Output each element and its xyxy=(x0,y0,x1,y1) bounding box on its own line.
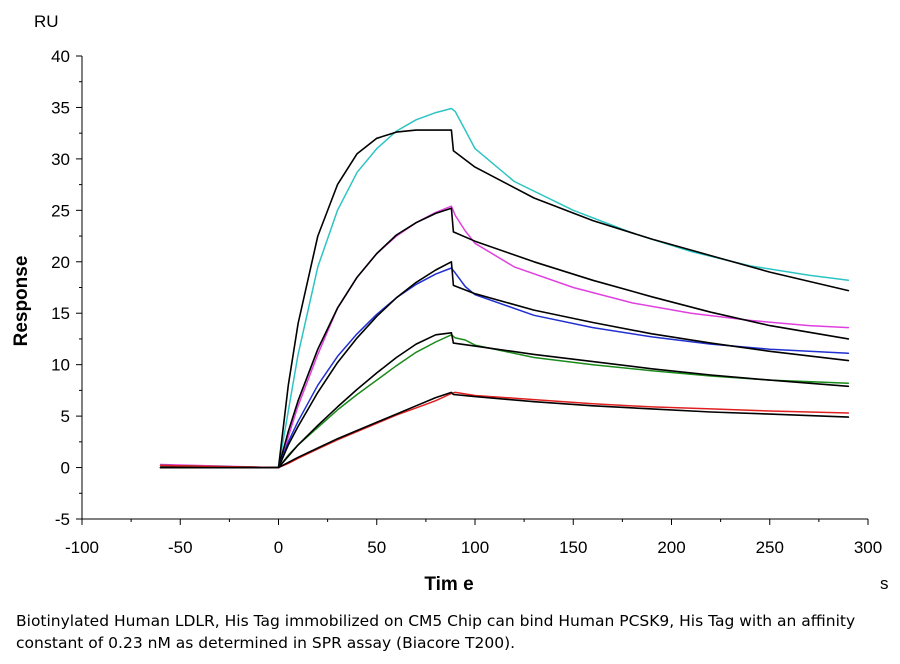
y-tick-label: -5 xyxy=(55,510,70,529)
x-tick-label: 0 xyxy=(274,538,283,557)
fit-curve-line xyxy=(159,331,850,469)
x-tick-label: 300 xyxy=(854,538,882,557)
y-unit-label: RU xyxy=(34,12,59,31)
x-tick-label: -50 xyxy=(168,538,193,557)
series-group xyxy=(159,107,850,469)
y-tick-label: 0 xyxy=(61,459,70,478)
fit-curve-line xyxy=(159,391,850,469)
fit-curve-line xyxy=(159,129,850,469)
tick-marks xyxy=(76,55,869,525)
y-tick-label: 15 xyxy=(51,304,70,323)
x-tick-label: 50 xyxy=(367,538,386,557)
y-tick-label: 40 xyxy=(51,47,70,66)
x-axis-title: Tim e xyxy=(424,574,473,595)
x-tick-label: 150 xyxy=(559,538,587,557)
response-curve-line xyxy=(159,334,850,469)
x-unit-label: s xyxy=(880,574,889,593)
y-tick-label: 5 xyxy=(61,407,70,426)
figure-caption: Biotinylated Human LDLR, His Tag immobil… xyxy=(16,612,856,652)
x-tick-label: 250 xyxy=(756,538,784,557)
axes xyxy=(81,56,868,520)
response-curve-line xyxy=(159,391,850,469)
fit-curve-line xyxy=(159,207,850,469)
response-curve-line xyxy=(159,205,850,469)
x-tick-label: 200 xyxy=(657,538,685,557)
y-tick-label: 35 xyxy=(51,98,70,117)
response-curve-line xyxy=(159,267,850,469)
y-axis-title: Response xyxy=(11,256,32,347)
y-tick-label: 30 xyxy=(51,150,70,169)
y-tick-label: 20 xyxy=(51,253,70,272)
fit-curve-line xyxy=(159,260,850,469)
x-tick-label: -100 xyxy=(65,538,99,557)
x-tick-label: 100 xyxy=(461,538,489,557)
y-tick-label: 10 xyxy=(51,356,70,375)
y-tick-label: 25 xyxy=(51,201,70,220)
